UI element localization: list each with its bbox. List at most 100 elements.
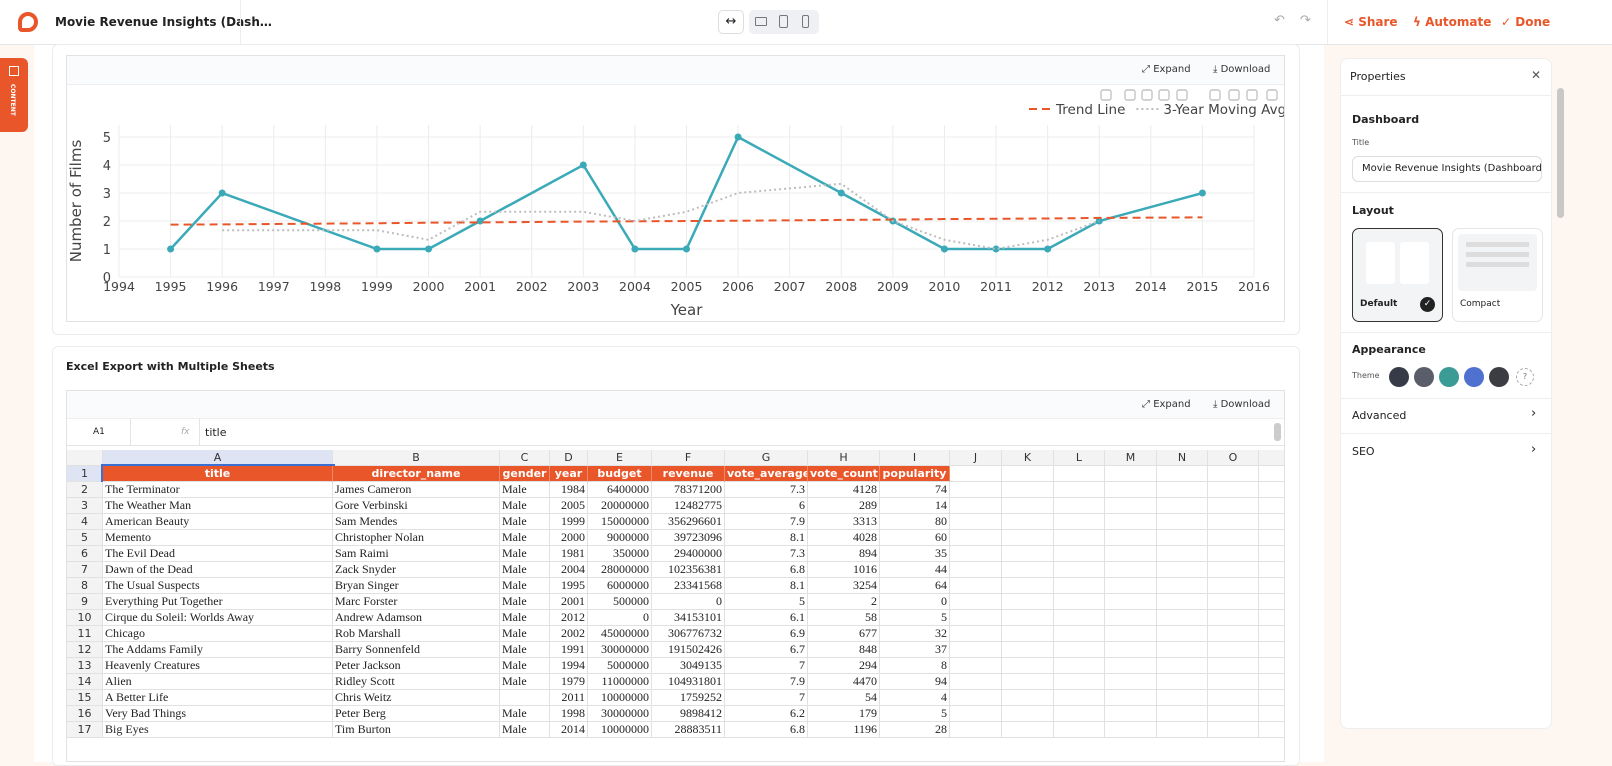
cell[interactable]: Heavenly Creatures [103, 658, 333, 674]
cell[interactable]: Alien [103, 674, 333, 690]
cell[interactable] [950, 498, 1002, 514]
expand-button[interactable]: ⤢ Expand [1142, 64, 1191, 75]
cell[interactable]: Chris Weitz [333, 690, 500, 706]
cell[interactable]: 1016 [808, 562, 880, 578]
cell[interactable] [1002, 482, 1054, 498]
header-cell[interactable]: revenue [652, 466, 725, 482]
row-header[interactable]: 1 [67, 466, 103, 482]
cell[interactable] [1105, 626, 1157, 642]
cell[interactable] [1105, 562, 1157, 578]
cell[interactable]: Andrew Adamson [333, 610, 500, 626]
cell[interactable] [1157, 690, 1208, 706]
cell[interactable]: 14 [880, 498, 950, 514]
cell[interactable] [1105, 674, 1157, 690]
cell[interactable]: 34153101 [652, 610, 725, 626]
done-label[interactable]: Done [1515, 15, 1551, 29]
cell[interactable]: The Addams Family [103, 642, 333, 658]
column-header[interactable]: K [1002, 450, 1054, 466]
cell[interactable]: 9898412 [652, 706, 725, 722]
cell[interactable]: 0 [652, 594, 725, 610]
row-header[interactable]: 13 [67, 658, 103, 674]
cell[interactable] [1157, 482, 1208, 498]
cell[interactable] [1157, 514, 1208, 530]
row-header[interactable]: 5 [67, 530, 103, 546]
cell[interactable]: 44 [880, 562, 950, 578]
cell[interactable]: The Weather Man [103, 498, 333, 514]
cell[interactable]: 28883511 [652, 722, 725, 738]
cell[interactable] [1157, 610, 1208, 626]
cell[interactable]: 306776732 [652, 626, 725, 642]
cell[interactable]: Male [500, 594, 550, 610]
tab-label[interactable]: CONTENT [9, 84, 16, 116]
cell[interactable] [1054, 658, 1105, 674]
cell[interactable]: 37 [880, 642, 950, 658]
cell[interactable] [1002, 706, 1054, 722]
cell[interactable]: 6.9 [725, 626, 808, 642]
cell[interactable] [1054, 514, 1105, 530]
row-header[interactable]: 3 [67, 498, 103, 514]
header-cell[interactable]: year [550, 466, 588, 482]
cell[interactable] [1054, 722, 1105, 738]
chevron[interactable]: › [1531, 442, 1537, 457]
row-header[interactable]: 2 [67, 482, 103, 498]
column-header[interactable]: G [725, 450, 808, 466]
cell[interactable]: Male [500, 546, 550, 562]
theme-swatch[interactable] [1414, 367, 1434, 387]
cell[interactable]: 2005 [550, 498, 588, 514]
cell[interactable] [950, 546, 1002, 562]
close-button[interactable]: ✕ [1531, 68, 1542, 82]
cell[interactable]: 4128 [808, 482, 880, 498]
cell[interactable]: 356296601 [652, 514, 725, 530]
cell[interactable] [950, 658, 1002, 674]
cell[interactable]: Male [500, 482, 550, 498]
cell[interactable]: Male [500, 610, 550, 626]
cell[interactable] [1208, 642, 1259, 658]
cell[interactable]: Peter Jackson [333, 658, 500, 674]
cell[interactable] [1105, 642, 1157, 658]
cell[interactable] [950, 514, 1002, 530]
logo[interactable] [18, 12, 38, 32]
cell[interactable] [1259, 530, 1284, 546]
cell[interactable] [1002, 642, 1054, 658]
cell[interactable]: 15000000 [588, 514, 652, 530]
cell[interactable]: 3049135 [652, 658, 725, 674]
cell[interactable]: Male [500, 626, 550, 642]
cell[interactable]: Peter Berg [333, 706, 500, 722]
row-header[interactable]: 10 [67, 610, 103, 626]
theme-swatch[interactable] [1389, 367, 1409, 387]
cell[interactable]: Everything Put Together [103, 594, 333, 610]
cell[interactable]: 294 [808, 658, 880, 674]
cell[interactable]: Rob Marshall [333, 626, 500, 642]
cell[interactable]: 7.3 [725, 546, 808, 562]
download-label[interactable]: Download [1220, 64, 1271, 75]
cell[interactable]: Big Eyes [103, 722, 333, 738]
share-label[interactable]: Share [1358, 15, 1398, 29]
download-label[interactable]: Download [1220, 399, 1271, 410]
cell[interactable] [1054, 530, 1105, 546]
cell[interactable]: Male [500, 706, 550, 722]
cell[interactable]: 78371200 [652, 482, 725, 498]
cell[interactable] [1208, 610, 1259, 626]
cell[interactable]: 350000 [588, 546, 652, 562]
cell[interactable] [1105, 658, 1157, 674]
cell[interactable]: 289 [808, 498, 880, 514]
cell[interactable]: A Better Life [103, 690, 333, 706]
cell[interactable] [1002, 498, 1054, 514]
cell[interactable]: Marc Forster [333, 594, 500, 610]
cell[interactable] [1054, 690, 1105, 706]
cell[interactable]: 179 [808, 706, 880, 722]
cell[interactable]: Very Bad Things [103, 706, 333, 722]
cell[interactable] [1157, 466, 1208, 482]
cell[interactable]: 7.9 [725, 674, 808, 690]
cell[interactable]: 11000000 [588, 674, 652, 690]
cell[interactable] [1002, 514, 1054, 530]
cell[interactable] [1157, 594, 1208, 610]
cell[interactable] [1157, 642, 1208, 658]
cell[interactable]: 20000000 [588, 498, 652, 514]
cell[interactable]: 3313 [808, 514, 880, 530]
cell[interactable]: Male [500, 658, 550, 674]
seo-section[interactable]: SEO [1352, 445, 1375, 458]
content-tab[interactable]: CONTENT [0, 58, 28, 132]
cell[interactable]: 39723096 [652, 530, 725, 546]
cell[interactable]: Zack Snyder [333, 562, 500, 578]
